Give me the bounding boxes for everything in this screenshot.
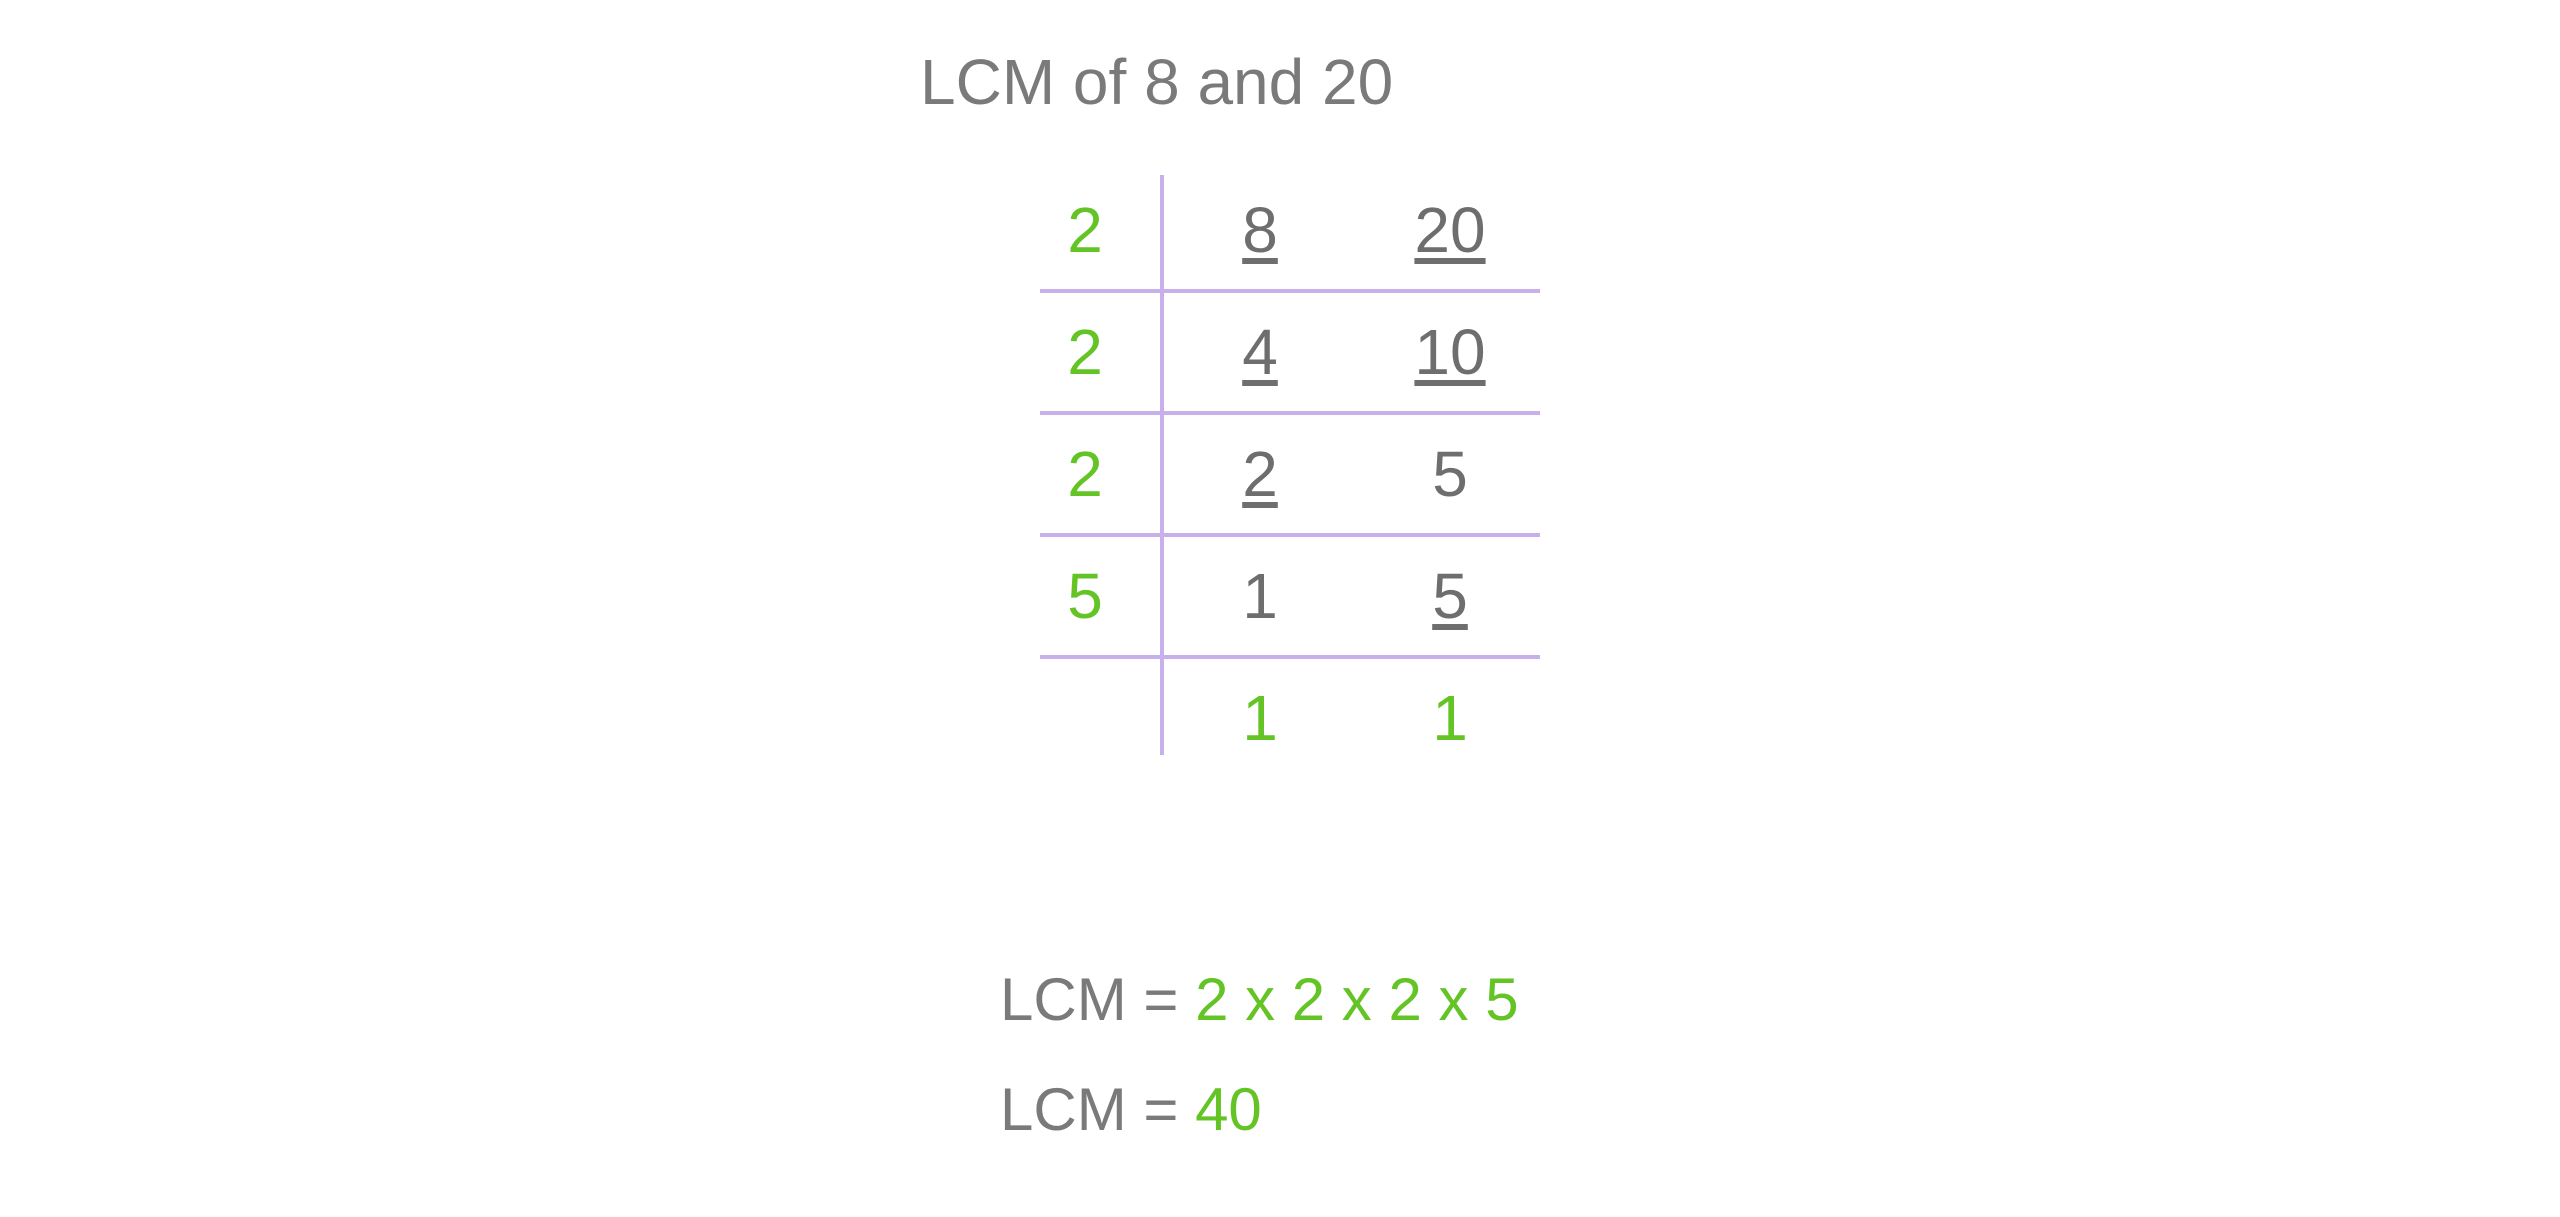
horizontal-divider [1040,289,1540,293]
ladder-row: 515 [1030,541,1570,651]
lcm-label: LCM = [1000,1076,1195,1143]
lcm-expression-line: LCM = 2 x 2 x 2 x 5 [1000,965,1519,1034]
quotient-a-cell: 1 [1200,541,1320,651]
ladder-row: 11 [1030,663,1570,773]
horizontal-divider [1040,655,1540,659]
lcm-expression: 2 x 2 x 2 x 5 [1195,966,1519,1033]
lcm-value-line: LCM = 40 [1000,1075,1262,1144]
divisor-cell: 2 [1030,175,1140,285]
lcm-value: 40 [1195,1076,1262,1143]
quotient-a-cell: 1 [1200,663,1320,773]
quotient-b-cell: 1 [1390,663,1510,773]
quotient-b-cell: 10 [1390,297,1510,407]
quotient-a-cell: 8 [1200,175,1320,285]
divisor-cell: 2 [1030,297,1140,407]
horizontal-divider [1040,533,1540,537]
ladder-row: 225 [1030,419,1570,529]
ladder-row: 24 10 [1030,297,1570,407]
quotient-b-cell: 20 [1390,175,1510,285]
divisor-cell: 5 [1030,541,1140,651]
divisor-cell: 2 [1030,419,1140,529]
quotient-a-cell: 2 [1200,419,1320,529]
quotient-b-cell: 5 [1390,541,1510,651]
quotient-a-cell: 4 [1200,297,1320,407]
ladder-row: 28 20 [1030,175,1570,285]
lcm-label: LCM = [1000,966,1195,1033]
horizontal-divider [1040,411,1540,415]
title: LCM of 8 and 20 [920,45,1393,119]
lcm-diagram: LCM of 8 and 20 2820241022551511 LCM = 2… [0,0,2560,1217]
division-ladder: 2820241022551511 [1030,175,1570,825]
quotient-b-cell: 5 [1390,419,1510,529]
